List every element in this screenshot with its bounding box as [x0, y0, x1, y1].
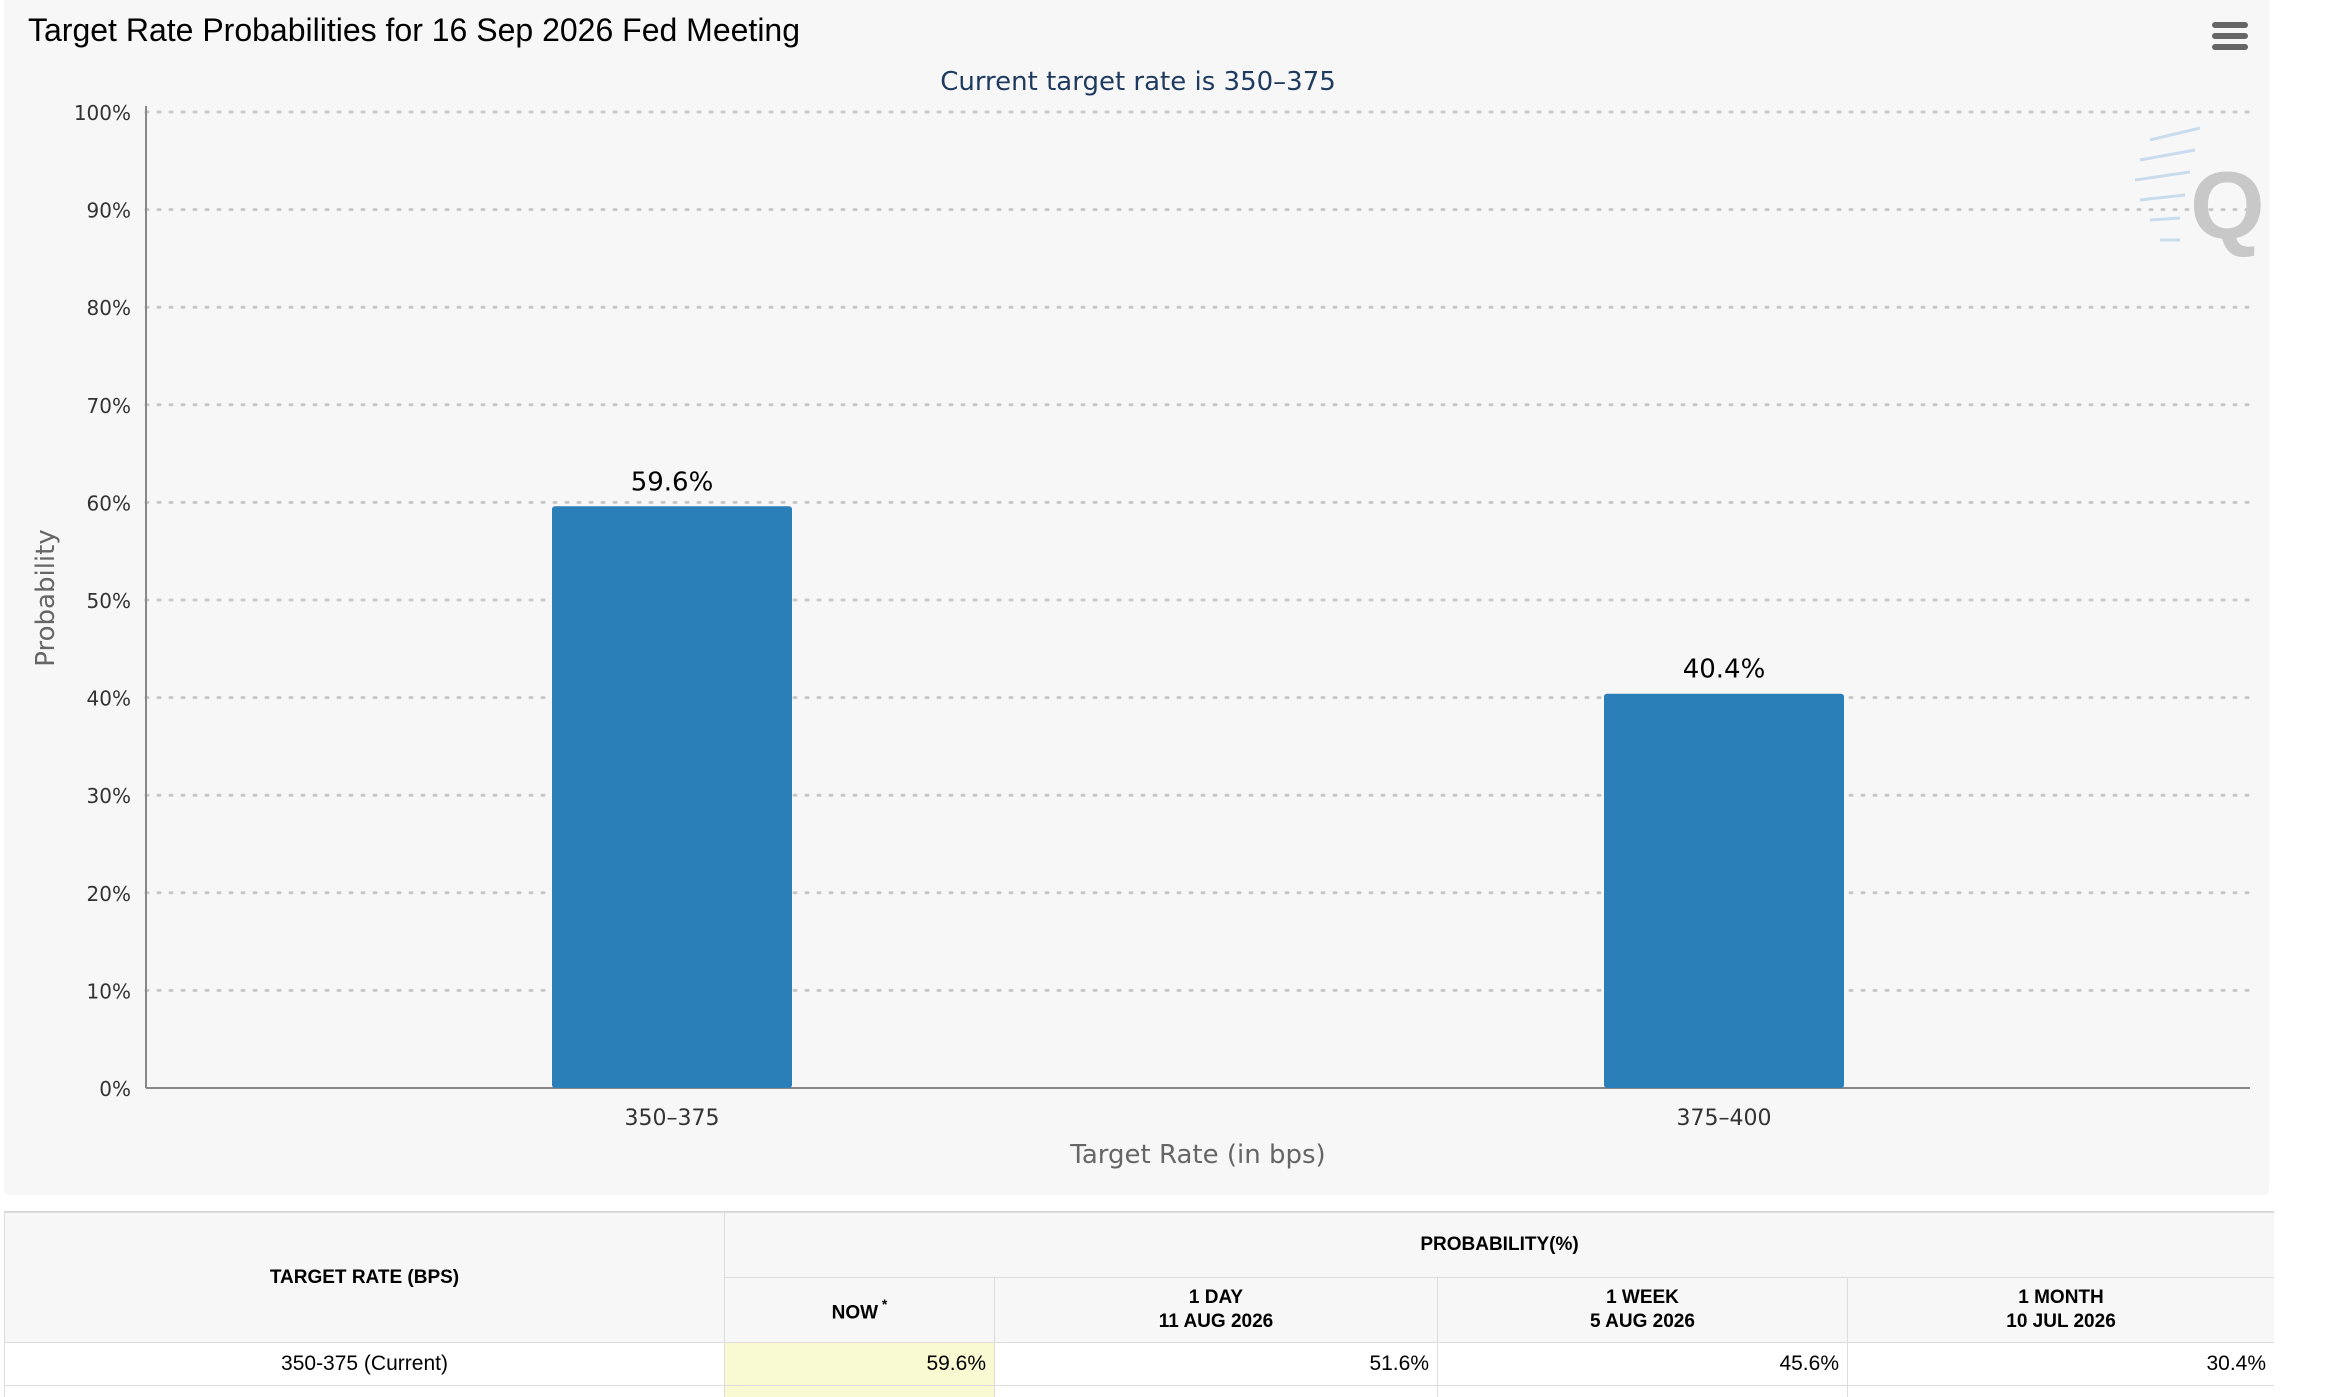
- target-rate-header: TARGET RATE (BPS): [5, 1213, 725, 1343]
- probability-table-wrapper: TARGET RATE (BPS) PROBABILITY(%) NOW *1 …: [4, 1211, 2274, 1397]
- y-axis-title: Probability: [31, 529, 61, 666]
- y-tick-label: 30%: [87, 784, 131, 808]
- y-tick-label: 40%: [87, 687, 131, 711]
- probability-table: TARGET RATE (BPS) PROBABILITY(%) NOW *1 …: [4, 1212, 2274, 1397]
- probability-cell: 45.6%: [1438, 1343, 1848, 1386]
- probability-cell: [5, 1386, 725, 1397]
- x-tick-label: 375–400: [1677, 1106, 1772, 1131]
- y-tick-label: 70%: [87, 394, 131, 418]
- x-axis-title: Target Rate (in bps): [1069, 1140, 1325, 1170]
- y-tick-label: 0%: [99, 1077, 131, 1101]
- data-label: 59.6%: [631, 467, 714, 497]
- bar-0[interactable]: [552, 506, 792, 1088]
- column-header-3: 1 MONTH 10 JUL 2026: [1848, 1278, 2275, 1343]
- table-row: 350-375 (Current)59.6%51.6%45.6%30.4%: [5, 1343, 2275, 1386]
- chart-subtitle: Current target rate is 350–375: [940, 67, 1336, 97]
- probability-cell: 30.4%: [1848, 1343, 2275, 1386]
- footnote-star: *: [878, 1296, 887, 1312]
- y-tick-label: 100%: [74, 101, 131, 125]
- column-header-1: 1 DAY 11 AUG 2026: [995, 1278, 1438, 1343]
- column-header-2: 1 WEEK 5 AUG 2026: [1438, 1278, 1848, 1343]
- column-header-label: 1 WEEK: [1606, 1287, 1679, 1308]
- column-header-label: 1 DAY: [1189, 1287, 1243, 1308]
- y-tick-label: 20%: [87, 882, 131, 906]
- data-label: 40.4%: [1683, 655, 1766, 685]
- column-header-date: 11 AUG 2026: [1159, 1311, 1273, 1332]
- x-tick-label: 350–375: [625, 1106, 720, 1131]
- y-tick-label: 50%: [87, 589, 131, 613]
- probability-cell: [725, 1386, 995, 1397]
- table-row: [5, 1386, 2275, 1397]
- y-tick-label: 80%: [87, 296, 131, 320]
- probability-cell: 59.6%: [725, 1343, 995, 1386]
- probability-cell: [995, 1386, 1438, 1397]
- column-header-0: NOW *: [725, 1278, 995, 1343]
- y-tick-label: 90%: [87, 199, 131, 223]
- watermark-q: Q: [2190, 152, 2265, 259]
- probability-header: PROBABILITY(%): [725, 1213, 2275, 1278]
- y-tick-label: 10%: [87, 979, 131, 1003]
- column-header-date: 10 JUL 2026: [2006, 1311, 2116, 1332]
- column-header-date: 5 AUG 2026: [1590, 1311, 1695, 1332]
- column-header-label: 1 MONTH: [2018, 1287, 2104, 1308]
- column-header-label: NOW: [832, 1303, 878, 1324]
- watermark-logo: Q: [2135, 128, 2265, 259]
- probability-cell: [1848, 1386, 2275, 1397]
- bar-chart: Current target rate is 350–375 0% 10% 20% 30…: [0, 0, 2326, 1195]
- bar-1[interactable]: [1604, 694, 1844, 1088]
- y-tick-label: 60%: [87, 491, 131, 515]
- target-rate-cell: 350-375 (Current): [5, 1343, 725, 1386]
- probability-cell: 51.6%: [995, 1343, 1438, 1386]
- probability-cell: [1438, 1386, 1848, 1397]
